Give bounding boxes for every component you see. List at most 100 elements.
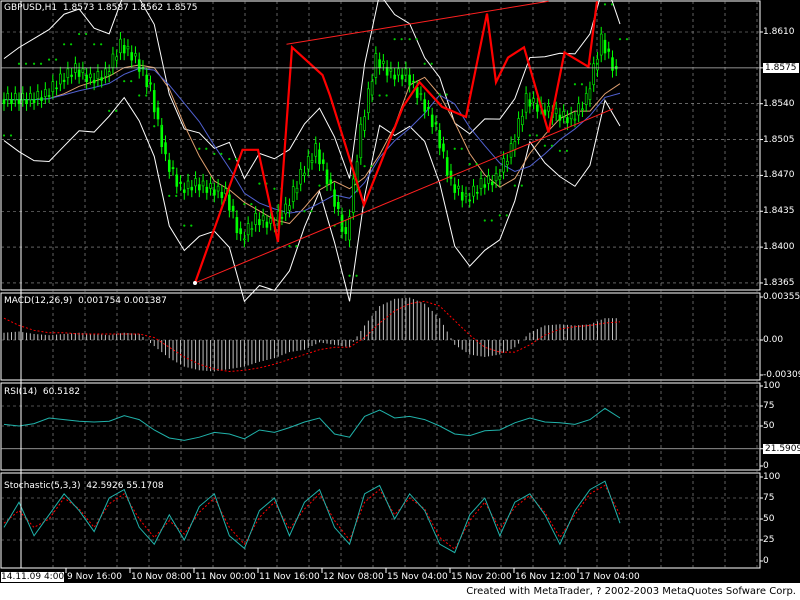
footer-credit: Created with MetaTrader, ? 2002-2003 Met…	[466, 586, 796, 597]
time-axis-label: 11 Nov 00:00	[195, 572, 256, 582]
price-candle	[149, 82, 152, 85]
current-price-tag: 1.8575	[763, 62, 799, 73]
price-candle	[164, 142, 167, 155]
price-candle	[449, 170, 453, 179]
zigzag-line	[193, 1, 599, 284]
price-candle	[28, 93, 32, 100]
parabolic-sar-dot	[603, 3, 607, 6]
price-candle	[51, 81, 55, 92]
price-candle	[498, 175, 502, 180]
price-candle	[333, 189, 336, 207]
parabolic-sar-dot	[17, 62, 21, 65]
parabolic-sar-dot	[468, 163, 471, 166]
parabolic-sar-dot	[190, 224, 193, 227]
parabolic-sar-dot	[528, 134, 531, 137]
price-candle	[179, 182, 182, 184]
price-candle	[412, 80, 415, 83]
price-candle	[592, 63, 596, 86]
price-candle	[47, 95, 51, 97]
price-candle	[291, 186, 295, 202]
parabolic-sar-dot	[288, 244, 291, 248]
channel-anchor-dot	[193, 280, 197, 285]
price-candle	[205, 186, 209, 193]
price-candle	[182, 189, 186, 193]
price-candle	[344, 227, 348, 235]
parabolic-sar-dot	[385, 94, 388, 97]
price-candle	[243, 238, 246, 241]
parabolic-sar-dot	[32, 62, 36, 65]
time-axis-label: 11 Nov 16:00	[259, 572, 320, 582]
price-candle	[611, 57, 614, 71]
price-candle	[265, 221, 269, 228]
price-candle	[468, 199, 472, 202]
time-axis-label: 15 Nov 20:00	[451, 572, 512, 582]
parabolic-sar-dot	[490, 219, 493, 222]
price-candle	[81, 68, 85, 73]
price-candle	[370, 81, 374, 96]
parabolic-sar-dot	[160, 125, 163, 128]
price-candle	[190, 186, 194, 191]
price-candle	[569, 113, 573, 120]
price-candle	[457, 185, 460, 189]
parabolic-sar-dot	[453, 147, 456, 150]
parabolic-sar-dot	[498, 214, 501, 217]
parabolic-sar-dot	[400, 38, 403, 41]
price-candle	[427, 106, 430, 110]
price-candle	[389, 68, 393, 72]
parabolic-sar-dot	[430, 62, 433, 65]
price-candle	[385, 67, 389, 76]
price-candle	[352, 178, 355, 213]
price-candle	[577, 103, 580, 116]
moving-average-fast	[4, 64, 621, 225]
parabolic-sar-dot	[9, 134, 13, 137]
parabolic-sar-dot	[565, 149, 569, 152]
price-candle	[77, 69, 81, 77]
price-candle	[502, 158, 505, 173]
price-candle	[528, 99, 532, 107]
rsi-axis-label: 75	[763, 401, 775, 411]
symbol-timeframe: GBPUSD,H1	[4, 3, 58, 13]
parabolic-sar-dot	[235, 157, 238, 161]
rsi-axis-label: 100	[763, 381, 781, 391]
stoch-signal-value: 55.1708	[126, 481, 164, 491]
price-candle	[269, 218, 272, 224]
parabolic-sar-dot	[2, 134, 6, 137]
price-candle	[239, 228, 242, 235]
parabolic-sar-dot	[310, 210, 313, 213]
price-candle	[66, 68, 70, 78]
price-candle	[280, 217, 284, 219]
ohlc-open: 1.8573	[62, 3, 95, 13]
parabolic-sar-dot	[175, 194, 178, 197]
price-candle	[213, 189, 216, 196]
price-candle	[490, 181, 494, 186]
parabolic-sar-dot	[460, 147, 463, 150]
price-candle	[186, 180, 190, 189]
price-candle	[295, 187, 299, 194]
panel-frame-0	[0, 0, 761, 291]
price-candle	[517, 118, 520, 138]
panel-frame-1	[0, 292, 761, 381]
stoch-axis-label: 50	[763, 514, 775, 524]
parabolic-sar-dot	[145, 94, 148, 97]
price-candle	[423, 99, 426, 112]
price-candle	[558, 114, 562, 121]
parabolic-sar-dot	[115, 109, 118, 112]
price-candle	[472, 185, 475, 197]
price-candle	[607, 48, 611, 52]
price-candle	[483, 184, 487, 188]
price-candle	[130, 52, 134, 61]
price-candle	[6, 93, 10, 100]
parabolic-sar-dot	[408, 38, 411, 41]
price-candle	[299, 168, 303, 185]
parabolic-sar-dot	[273, 187, 276, 190]
channel-upper-line	[286, 0, 549, 45]
price-candle	[156, 107, 160, 120]
macd-name: MACD(12,26,9)	[4, 296, 73, 306]
price-candle	[393, 74, 396, 80]
parabolic-sar-dot	[543, 144, 546, 147]
parabolic-sar-dot	[423, 62, 426, 65]
ohlc-high: 1.8587	[97, 3, 129, 13]
price-candle	[513, 141, 517, 151]
parabolic-sar-dot	[100, 43, 103, 46]
